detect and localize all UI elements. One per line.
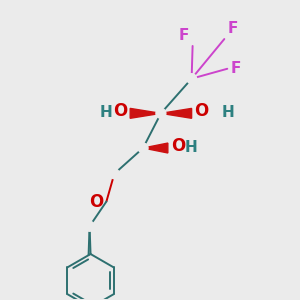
Text: F: F xyxy=(230,61,241,76)
Text: O: O xyxy=(195,102,209,120)
Polygon shape xyxy=(143,143,168,153)
Circle shape xyxy=(156,108,166,118)
Text: H: H xyxy=(221,105,234,120)
Text: F: F xyxy=(178,28,189,43)
Text: O: O xyxy=(171,137,185,155)
Polygon shape xyxy=(161,108,192,118)
Circle shape xyxy=(110,169,119,179)
Text: F: F xyxy=(227,21,238,36)
Circle shape xyxy=(138,143,148,153)
Circle shape xyxy=(85,221,94,231)
Polygon shape xyxy=(130,108,161,118)
Text: O: O xyxy=(89,193,103,211)
Circle shape xyxy=(187,74,196,84)
Text: O: O xyxy=(113,102,127,120)
Text: H: H xyxy=(185,140,197,154)
Text: H: H xyxy=(100,105,112,120)
